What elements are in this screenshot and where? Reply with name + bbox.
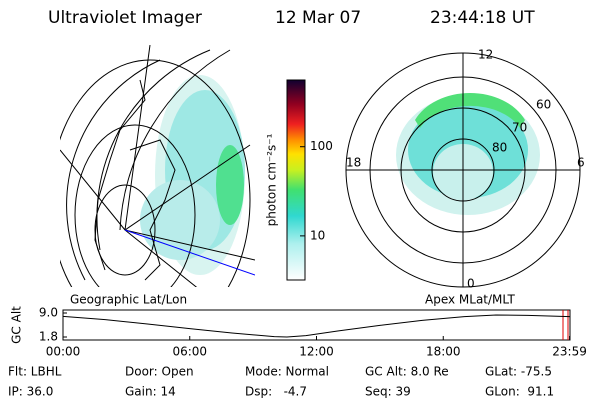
date: 12 Mar 07 <box>275 8 361 28</box>
geo-map <box>60 45 255 287</box>
altitude-curve <box>62 314 570 338</box>
alt-frame <box>62 309 571 341</box>
lat-label: 80 <box>492 141 507 155</box>
x-tick-label: 00:00 <box>46 345 81 359</box>
footer-field: Seq: 39 <box>365 385 411 399</box>
right-label: Apex MLat/MLT <box>425 293 515 307</box>
footer-field: Mode: Normal <box>245 365 329 379</box>
alt-ylabel: GC Alt <box>10 306 24 344</box>
x-tick-label: 06:00 <box>172 345 207 359</box>
instrument: Ultraviolet Imager <box>48 8 202 28</box>
footer-field: Flt: LBHL <box>8 365 62 379</box>
time: 23:44:18 UT <box>430 8 535 28</box>
footer-field: Gain: 14 <box>125 385 176 399</box>
mlt-label: 12 <box>478 48 493 62</box>
footer-field: Door: Open <box>125 365 194 379</box>
mlt-label: 6 <box>577 156 585 170</box>
lat-label: 60 <box>536 98 551 112</box>
y-tick-label: 1.8 <box>39 330 58 344</box>
footer-field: GLat: -75.5 <box>485 365 552 379</box>
left-label: Geographic Lat/Lon <box>70 293 187 307</box>
footer-field: Dsp: -4.7 <box>245 385 307 399</box>
mlt-label: 18 <box>346 156 361 170</box>
colorbar-label: photon cm⁻²s⁻¹ <box>265 133 279 226</box>
colorbar-tick-label: 100 <box>310 139 333 153</box>
y-tick-label: 9.0 <box>39 306 58 320</box>
footer-field: GC Alt: 8.0 Re <box>365 365 449 379</box>
footer-field: GLon: 91.1 <box>485 385 554 399</box>
lat-label: 70 <box>512 121 527 135</box>
colorbar-tick-label: 10 <box>310 228 325 242</box>
polar-map <box>345 52 581 288</box>
x-tick-label: 12:00 <box>299 345 334 359</box>
x-tick-label: 18:00 <box>426 345 461 359</box>
mlt-label: 0 <box>467 277 475 291</box>
x-tick-label: 23:59 <box>552 345 587 359</box>
footer-field: IP: 36.0 <box>8 385 53 399</box>
colorbar <box>286 79 306 281</box>
